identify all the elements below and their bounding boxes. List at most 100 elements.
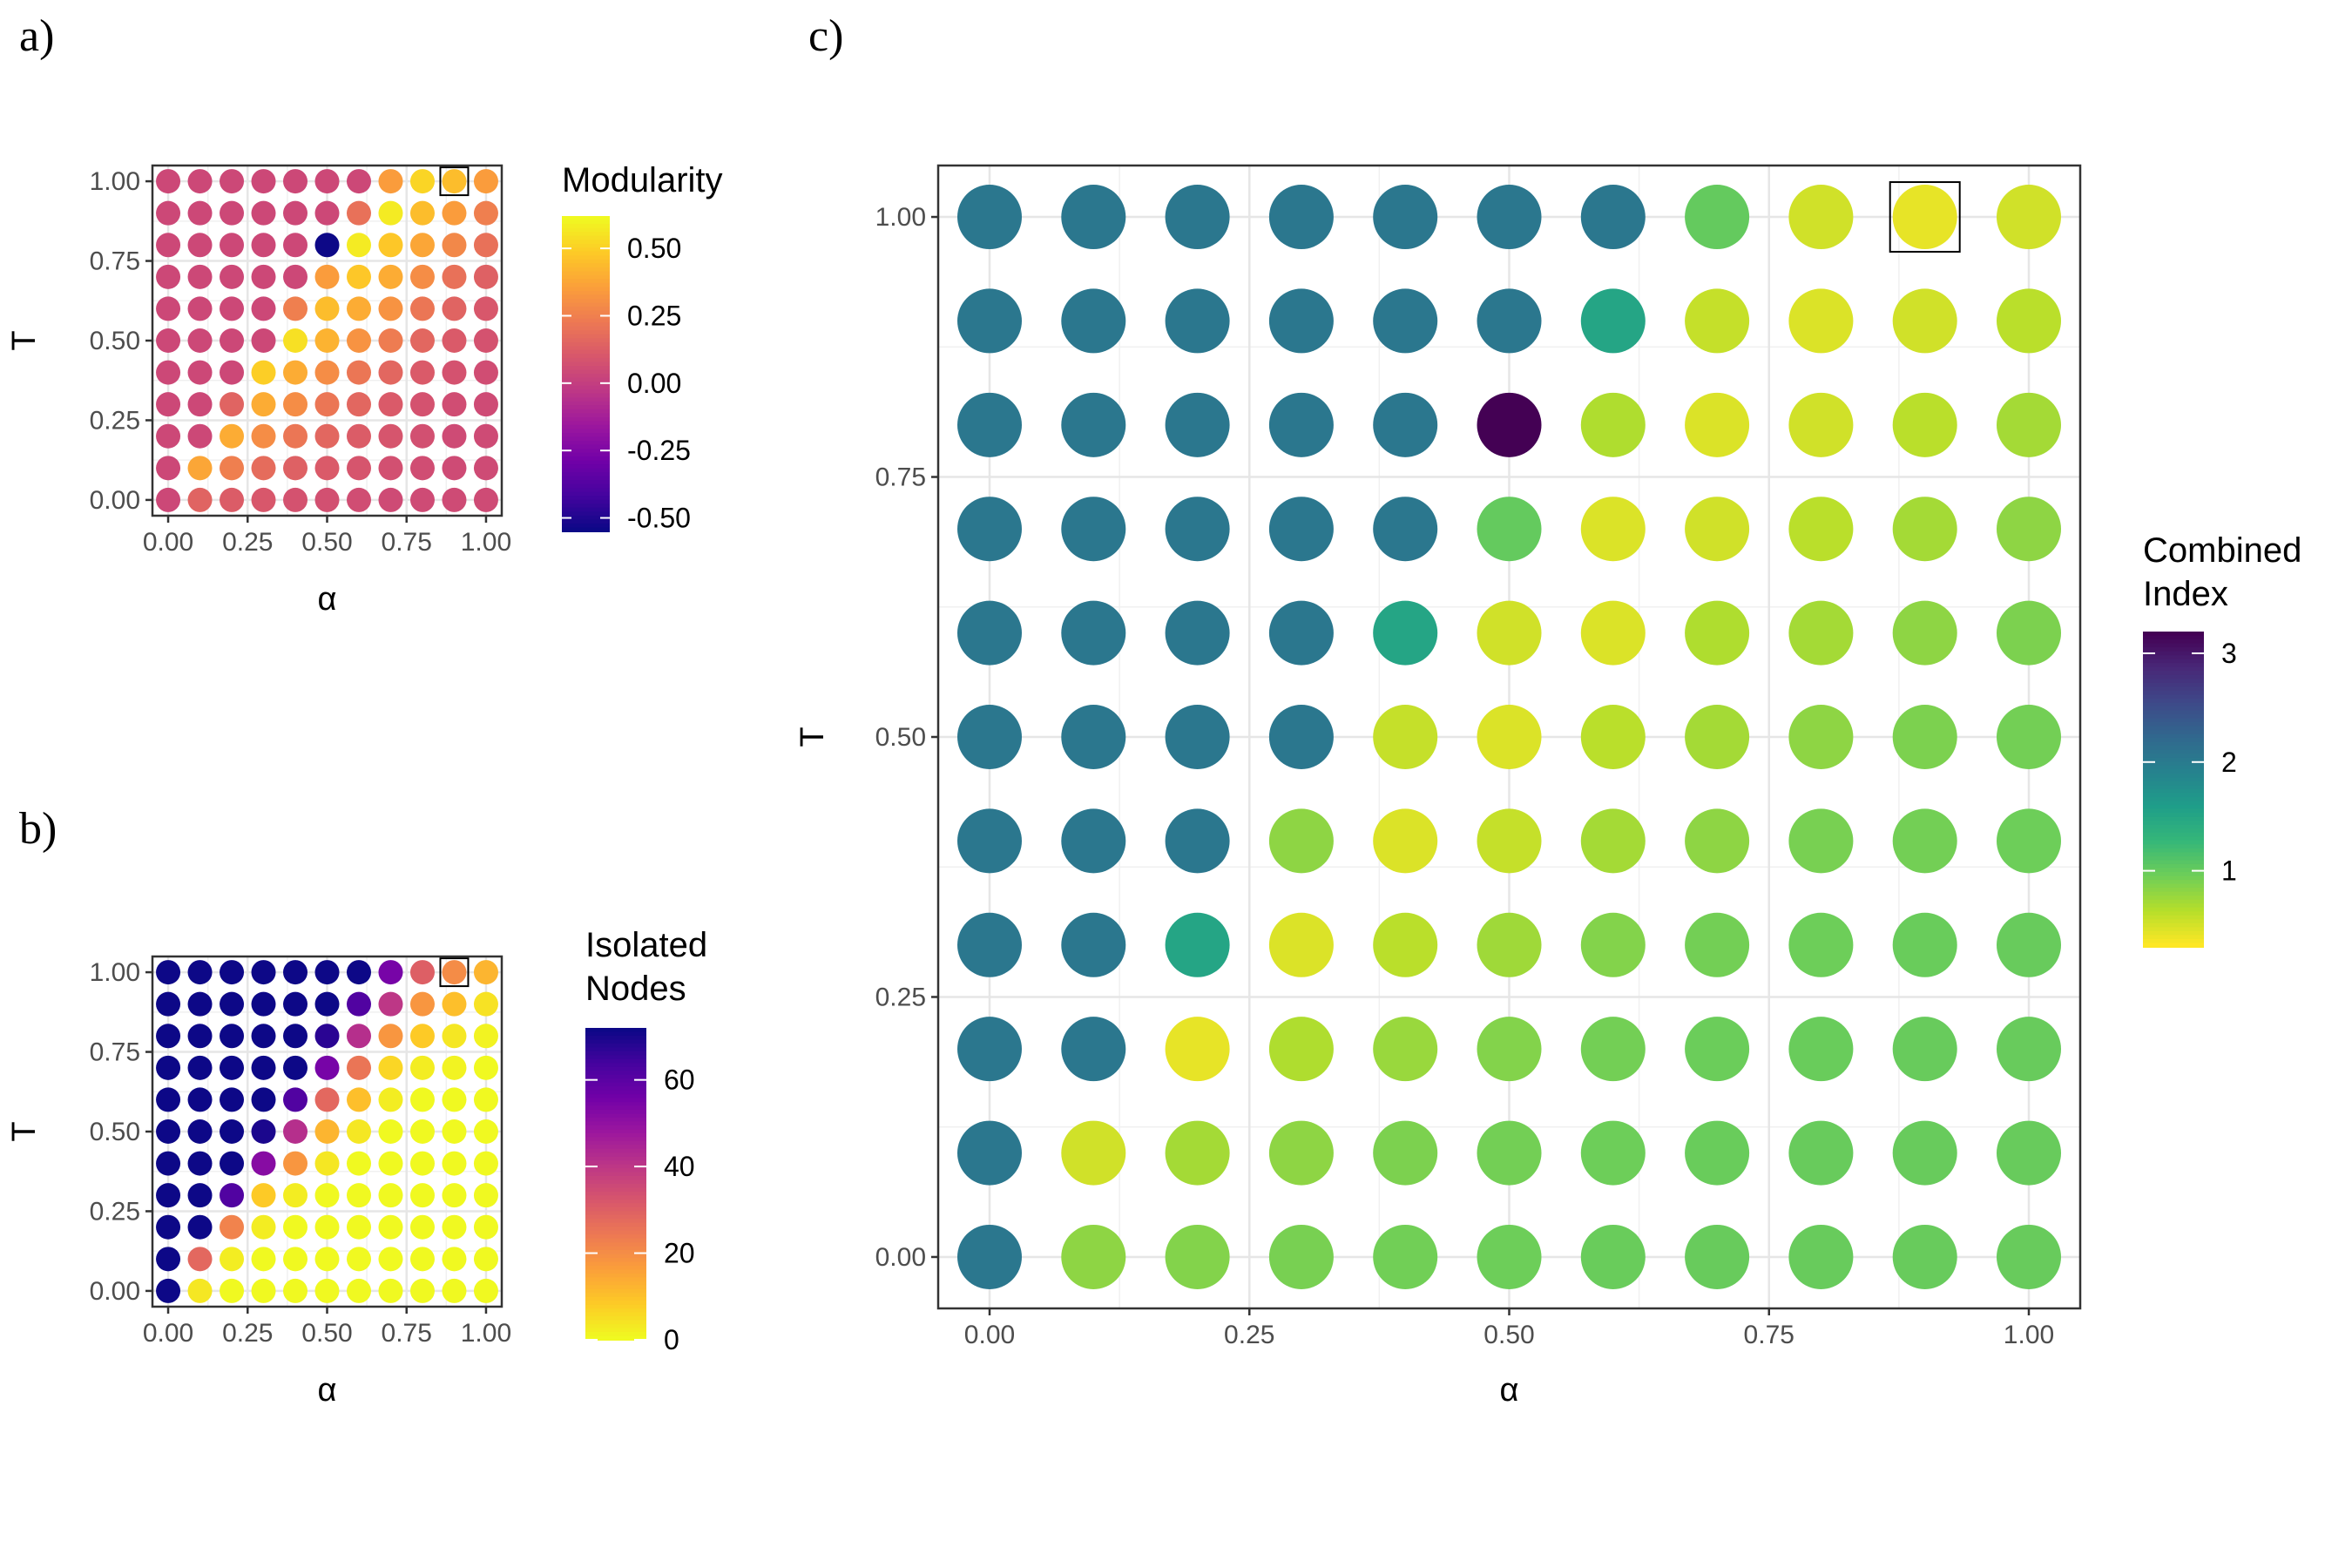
- data-point: [220, 960, 245, 985]
- colorbar-segment: [585, 1211, 646, 1216]
- colorbar-segment: [585, 1250, 646, 1255]
- data-point: [1685, 808, 1750, 874]
- data-point: [442, 264, 467, 289]
- data-point: [956, 1017, 1022, 1082]
- data-point: [1373, 185, 1438, 250]
- data-point: [251, 456, 276, 481]
- colorbar-tick-label: 0: [664, 1324, 679, 1355]
- data-point: [1580, 288, 1646, 354]
- colorbar-segment: [585, 1332, 646, 1337]
- data-point: [220, 456, 245, 481]
- data-point: [283, 296, 308, 321]
- colorbar-segment: [2143, 749, 2204, 755]
- data-point: [378, 296, 403, 321]
- colorbar-segment: [562, 416, 610, 422]
- data-point: [1580, 497, 1646, 562]
- data-point: [473, 1024, 498, 1049]
- y-axis-title: T: [6, 330, 43, 350]
- colorbar-segment: [2143, 816, 2204, 822]
- data-point: [156, 960, 181, 985]
- colorbar-segment: [585, 1219, 646, 1224]
- colorbar-segment: [585, 1058, 646, 1064]
- colorbar-segment: [2143, 635, 2204, 641]
- colorbar-segment: [562, 279, 610, 284]
- colorbar-segment: [585, 1125, 646, 1131]
- data-point: [283, 1119, 308, 1144]
- colorbar-segment: [562, 496, 610, 501]
- data-point: [314, 1055, 340, 1080]
- data-point: [378, 169, 403, 194]
- data-point: [1580, 1224, 1646, 1289]
- x-axis-title: α: [1500, 1372, 1519, 1409]
- colorbar-segment: [562, 523, 610, 529]
- data-point: [1477, 185, 1542, 250]
- data-point: [442, 1087, 467, 1112]
- colorbar-segment: [2143, 828, 2204, 834]
- colorbar-segment: [562, 243, 610, 249]
- data-point: [314, 296, 340, 321]
- data-point: [956, 705, 1022, 769]
- colorbar-segment: [562, 464, 610, 470]
- data-point: [473, 1119, 498, 1144]
- colorbar-segment: [562, 448, 610, 454]
- x-tick-label: 0.75: [382, 1319, 432, 1348]
- data-point: [346, 487, 371, 512]
- colorbar-segment: [562, 220, 610, 226]
- data-point: [187, 360, 213, 385]
- data-point: [1165, 705, 1230, 769]
- data-point: [1892, 392, 1957, 457]
- data-point: [1165, 1224, 1230, 1289]
- colorbar-segment: [585, 1269, 646, 1274]
- data-point: [473, 200, 498, 226]
- data-point: [220, 200, 245, 226]
- data-point: [442, 233, 467, 258]
- data-point: [409, 1087, 435, 1112]
- data-point: [346, 169, 371, 194]
- data-point: [1477, 912, 1542, 977]
- colorbar-segment: [585, 1184, 646, 1189]
- colorbar-segment: [2143, 930, 2204, 936]
- data-point: [346, 991, 371, 1017]
- y-tick-label: 0.75: [875, 463, 926, 492]
- data-point: [1997, 808, 2062, 874]
- data-point: [220, 423, 245, 449]
- data-point: [1268, 392, 1334, 457]
- data-point: [442, 360, 467, 385]
- colorbar-segment: [585, 1222, 646, 1228]
- y-tick-label: 0.00: [90, 1277, 140, 1306]
- colorbar-segment: [585, 1035, 646, 1041]
- x-axis-title: α: [318, 1372, 337, 1409]
- data-point: [187, 1247, 213, 1272]
- data-point: [956, 1224, 1022, 1289]
- colorbar-segment: [585, 1316, 646, 1321]
- data-point: [283, 1024, 308, 1049]
- data-point: [1477, 1224, 1542, 1289]
- data-point: [220, 1024, 245, 1049]
- colorbar-segment: [2143, 639, 2204, 645]
- data-point: [1061, 1120, 1126, 1186]
- colorbar-segment: [2143, 903, 2204, 909]
- y-tick-label: 0.50: [875, 723, 926, 752]
- data-point: [473, 296, 498, 321]
- data-point: [314, 328, 340, 353]
- data-point: [187, 1024, 213, 1049]
- colorbar-segment: [562, 401, 610, 407]
- data-point: [1373, 1017, 1438, 1082]
- data-point: [251, 991, 276, 1017]
- colorbar-segment: [2143, 789, 2204, 794]
- data-point: [187, 233, 213, 258]
- data-point: [156, 1214, 181, 1240]
- colorbar-segment: [2143, 938, 2204, 944]
- colorbar-segment: [562, 247, 610, 253]
- colorbar-segment: [2143, 844, 2204, 849]
- colorbar-tick-label: 0.50: [627, 233, 681, 264]
- colorbar-segment: [2143, 632, 2204, 637]
- data-point: [220, 1055, 245, 1080]
- colorbar-segment: [2143, 733, 2204, 740]
- data-point: [473, 456, 498, 481]
- colorbar-segment: [585, 1293, 646, 1298]
- data-point: [220, 1214, 245, 1240]
- data-point: [1373, 705, 1438, 769]
- data-point: [1268, 185, 1334, 250]
- chart-modularity: 0.00 0.25 0.50 0.75 1.00 0.00 0.25 0.50 0.75 1.00…: [6, 161, 723, 618]
